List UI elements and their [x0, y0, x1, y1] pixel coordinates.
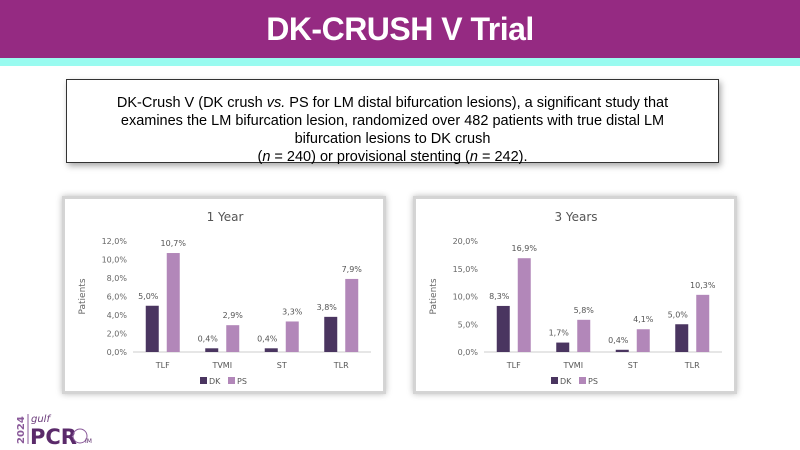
slide-title: DK-CRUSH V Trial: [0, 0, 800, 58]
y-tick-label: 6,0%: [107, 293, 128, 302]
svg-text:PCR: PCR: [30, 425, 77, 446]
y-tick-label: 20,0%: [453, 237, 479, 246]
y-tick-label: 0,0%: [458, 348, 479, 357]
bar-dk: [145, 305, 159, 352]
data-label: 0,4%: [198, 334, 219, 343]
data-label: 5,0%: [668, 310, 689, 319]
bar-ps: [166, 253, 180, 352]
data-label: 4,1%: [633, 315, 654, 324]
data-label: 2,9%: [223, 311, 244, 320]
y-tick-label: 15,0%: [453, 265, 479, 274]
x-tick-label: TLF: [506, 361, 521, 370]
desc-text: examines the LM bifurcation lesion, rand…: [120, 113, 665, 129]
y-axis-label: Patients: [78, 278, 88, 314]
legend-label: DK: [209, 377, 221, 386]
y-tick-label: 10,0%: [453, 293, 479, 302]
svg-text:gulf: gulf: [31, 414, 51, 425]
data-label: 0,4%: [608, 336, 629, 345]
bar-dk: [675, 324, 689, 352]
study-description: DK-Crush V (DK crush vs. PS for LM dista…: [66, 79, 719, 165]
legend-label: DK: [560, 377, 572, 386]
legend-label: PS: [237, 377, 247, 386]
y-axis-label: Patients: [429, 278, 439, 314]
data-label: 1,7%: [549, 329, 570, 338]
bar-ps: [226, 325, 240, 352]
svg-text:2024: 2024: [16, 416, 27, 444]
data-label: 3,8%: [317, 303, 338, 312]
bar-dk: [496, 305, 510, 352]
data-label: 10,7%: [161, 239, 187, 248]
bar-ps: [517, 258, 531, 352]
x-tick-label: TLR: [333, 361, 349, 370]
y-tick-label: 10,0%: [102, 256, 128, 265]
bar-ps: [636, 329, 650, 352]
y-tick-label: 0,0%: [107, 348, 128, 357]
gulf-pcr-logo: 2024 gulf PCR IM: [16, 414, 92, 446]
desc-text: DK-Crush V (DK crush: [116, 95, 267, 111]
chart-svg: 1 Year Patients 0,0% 2,0% 4,0% 6,0% 8,0% 10,0% 1…: [78, 210, 371, 386]
data-label: 7,9%: [342, 265, 363, 274]
desc-text: n: [262, 149, 271, 165]
data-label: 0,4%: [257, 334, 278, 343]
x-tick-label: TLR: [684, 361, 700, 370]
x-tick-label: TVMI: [211, 361, 232, 370]
legend-swatch-dk: [200, 377, 207, 384]
chart-title: 3 Years: [554, 210, 597, 224]
legend-swatch-dk: [551, 377, 558, 384]
y-tick-label: 12,0%: [102, 237, 128, 246]
data-label: 10,3%: [690, 281, 716, 290]
desc-text: bifurcation lesions to DK crush: [294, 131, 491, 147]
y-tick-label: 4,0%: [107, 311, 128, 320]
data-label: 3,3%: [282, 307, 303, 316]
desc-text: PS for LM distal bifurcation lesions), a…: [285, 95, 669, 111]
chart-title: 1 Year: [207, 210, 244, 224]
x-tick-label: TLF: [155, 361, 170, 370]
bar-dk: [556, 342, 570, 352]
x-tick-label: ST: [628, 361, 638, 370]
bar-dk: [615, 349, 629, 352]
legend-label: PS: [588, 377, 598, 386]
bar-dk: [264, 348, 278, 352]
svg-text:IM: IM: [85, 438, 92, 445]
legend-swatch-ps: [579, 377, 586, 384]
bar-ps: [696, 294, 710, 352]
legend-swatch-ps: [228, 377, 235, 384]
x-tick-label: TVMI: [562, 361, 583, 370]
data-label: 5,0%: [138, 292, 159, 301]
y-tick-label: 2,0%: [107, 330, 128, 339]
chart-3-years: 3 Years Patients 0,0% 5,0% 10,0% 15,0% 20,0% TL…: [413, 196, 737, 394]
bar-ps: [345, 278, 359, 352]
desc-text: = 240) or provisional stenting (: [270, 149, 470, 165]
desc-text: vs.: [266, 95, 286, 111]
y-tick-label: 5,0%: [458, 320, 479, 329]
bar-dk: [205, 348, 219, 352]
desc-text: = 242).: [477, 149, 528, 165]
y-tick-label: 8,0%: [107, 274, 128, 283]
data-label: 8,3%: [489, 292, 510, 301]
accent-stripe: [0, 58, 800, 66]
chart-svg: 3 Years Patients 0,0% 5,0% 10,0% 15,0% 20,0% TL…: [429, 210, 722, 386]
data-label: 16,9%: [512, 244, 538, 253]
desc-text: (: [257, 149, 263, 165]
bar-ps: [577, 319, 591, 352]
bar-ps: [285, 321, 299, 352]
desc-text: n: [469, 149, 478, 165]
data-label: 5,8%: [574, 306, 595, 315]
bar-dk: [324, 316, 338, 352]
chart-1-year: 1 Year Patients 0,0% 2,0% 4,0% 6,0% 8,0% 10,0% 1…: [62, 196, 386, 394]
x-tick-label: ST: [277, 361, 287, 370]
